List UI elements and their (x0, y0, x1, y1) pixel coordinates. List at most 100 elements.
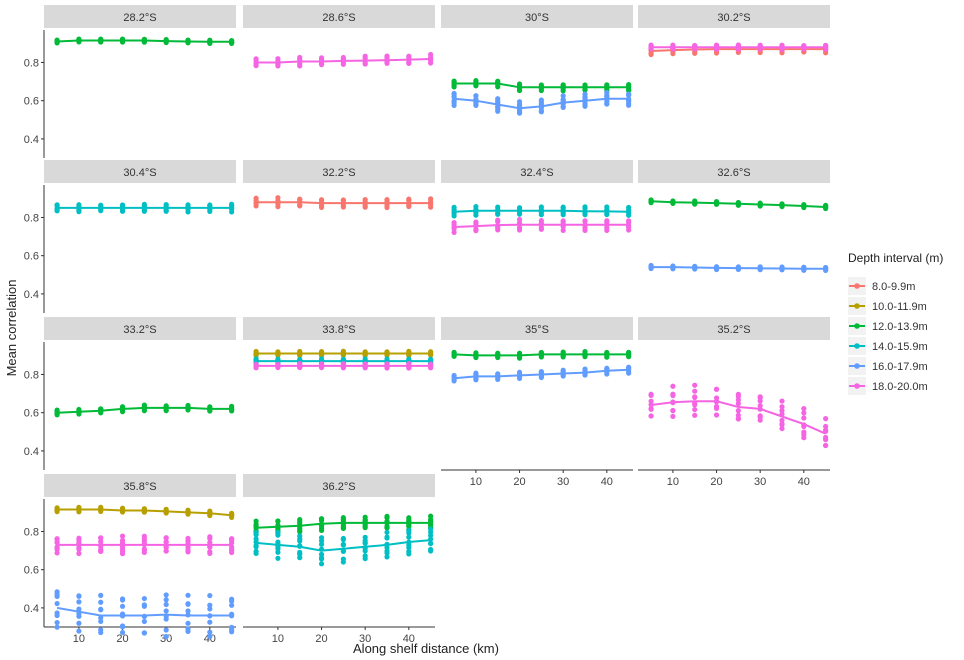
panel-title: 28.2°S (123, 12, 156, 24)
legend-key-point (854, 363, 860, 369)
x-tick-label: 20 (315, 633, 327, 645)
data-point (801, 410, 807, 416)
series-8.0-9.9m (253, 195, 434, 211)
panel: 32.2°S (243, 160, 435, 211)
data-point (428, 513, 434, 519)
panel: 35.2°S 10 20 30 40 (638, 317, 830, 488)
data-point (318, 197, 325, 203)
data-point (207, 633, 213, 640)
series-18.0-20.0m (253, 51, 434, 69)
data-point (473, 350, 479, 356)
data-point (297, 196, 303, 202)
data-point (54, 536, 60, 542)
y-tick-label: 0.4 (24, 603, 39, 615)
data-point (98, 606, 104, 612)
panel-title: 32.2°S (322, 167, 355, 179)
x-tick-label: 30 (557, 476, 569, 488)
data-point (735, 401, 741, 407)
x-tick-label: 10 (667, 476, 679, 488)
data-point (119, 202, 126, 208)
data-point (670, 383, 676, 389)
data-point (604, 218, 610, 224)
data-point (207, 549, 213, 555)
series-18.0-20.0m (54, 533, 235, 557)
data-point (648, 398, 654, 404)
data-point (253, 56, 259, 62)
data-point (119, 596, 126, 602)
panel-strip (44, 5, 236, 28)
series-line (57, 39, 232, 43)
data-point (406, 196, 412, 202)
data-point (98, 627, 104, 633)
data-point (185, 535, 191, 542)
data-point (692, 382, 698, 388)
data-point (98, 599, 104, 605)
data-point (119, 603, 126, 609)
series-14.0-15.9m (54, 201, 235, 215)
data-point (253, 518, 259, 524)
legend-label: 18.0-20.0m (872, 381, 928, 393)
data-point (384, 534, 390, 540)
data-point (185, 402, 191, 409)
data-point (670, 391, 676, 397)
series-12.0-13.9m (253, 513, 434, 537)
data-point (275, 529, 281, 536)
data-point (207, 606, 213, 612)
data-point (495, 371, 501, 377)
data-point (163, 202, 169, 208)
data-point (163, 634, 169, 640)
data-point (604, 82, 610, 88)
data-point (779, 417, 785, 423)
data-point (119, 533, 126, 539)
legend-key-point (854, 303, 860, 309)
data-point (141, 533, 147, 539)
data-point (76, 606, 82, 612)
series-14.0-15.9m (253, 526, 434, 567)
data-point (779, 398, 785, 404)
data-point (207, 619, 213, 625)
data-point (253, 195, 259, 201)
data-point (185, 202, 191, 208)
data-point (141, 402, 147, 408)
series-16.0-17.9m (54, 589, 235, 640)
data-point (473, 78, 479, 84)
data-point (779, 404, 785, 410)
y-tick-label: 0.6 (24, 408, 39, 420)
panel-strip (638, 5, 830, 28)
data-point (495, 217, 501, 223)
legend-key-point (854, 283, 860, 289)
panel-strip (243, 474, 435, 497)
data-point (229, 624, 235, 630)
data-point (538, 218, 544, 224)
data-point (362, 196, 368, 203)
x-tick-label: 20 (116, 633, 128, 645)
panel-strip (243, 317, 435, 340)
legend-key-point (854, 323, 860, 329)
data-point (76, 599, 82, 605)
data-point (626, 96, 632, 102)
data-point (692, 412, 698, 418)
data-point (516, 369, 523, 375)
data-point (757, 403, 763, 409)
data-point (823, 416, 829, 422)
data-point (141, 546, 147, 552)
data-point (185, 608, 191, 614)
data-point (98, 535, 104, 541)
legend-title: Depth interval (m) (848, 251, 943, 265)
legend-item: 10.0-11.9m (848, 297, 927, 315)
y-tick-label: 0.4 (24, 289, 39, 301)
panel: 33.2°S 0.4 0.6 0.8 (24, 317, 236, 470)
data-point (207, 592, 213, 599)
data-point (76, 202, 82, 208)
data-point (318, 541, 325, 547)
legend-label: 10.0-11.9m (872, 301, 927, 313)
series-14.0-15.9m (451, 203, 632, 219)
data-point (185, 601, 191, 607)
data-point (384, 53, 390, 59)
data-point (473, 203, 479, 210)
panel: 28.6°S (243, 5, 435, 69)
data-point (451, 372, 457, 379)
data-point (119, 629, 126, 636)
data-point (428, 51, 434, 58)
data-point (428, 196, 434, 202)
